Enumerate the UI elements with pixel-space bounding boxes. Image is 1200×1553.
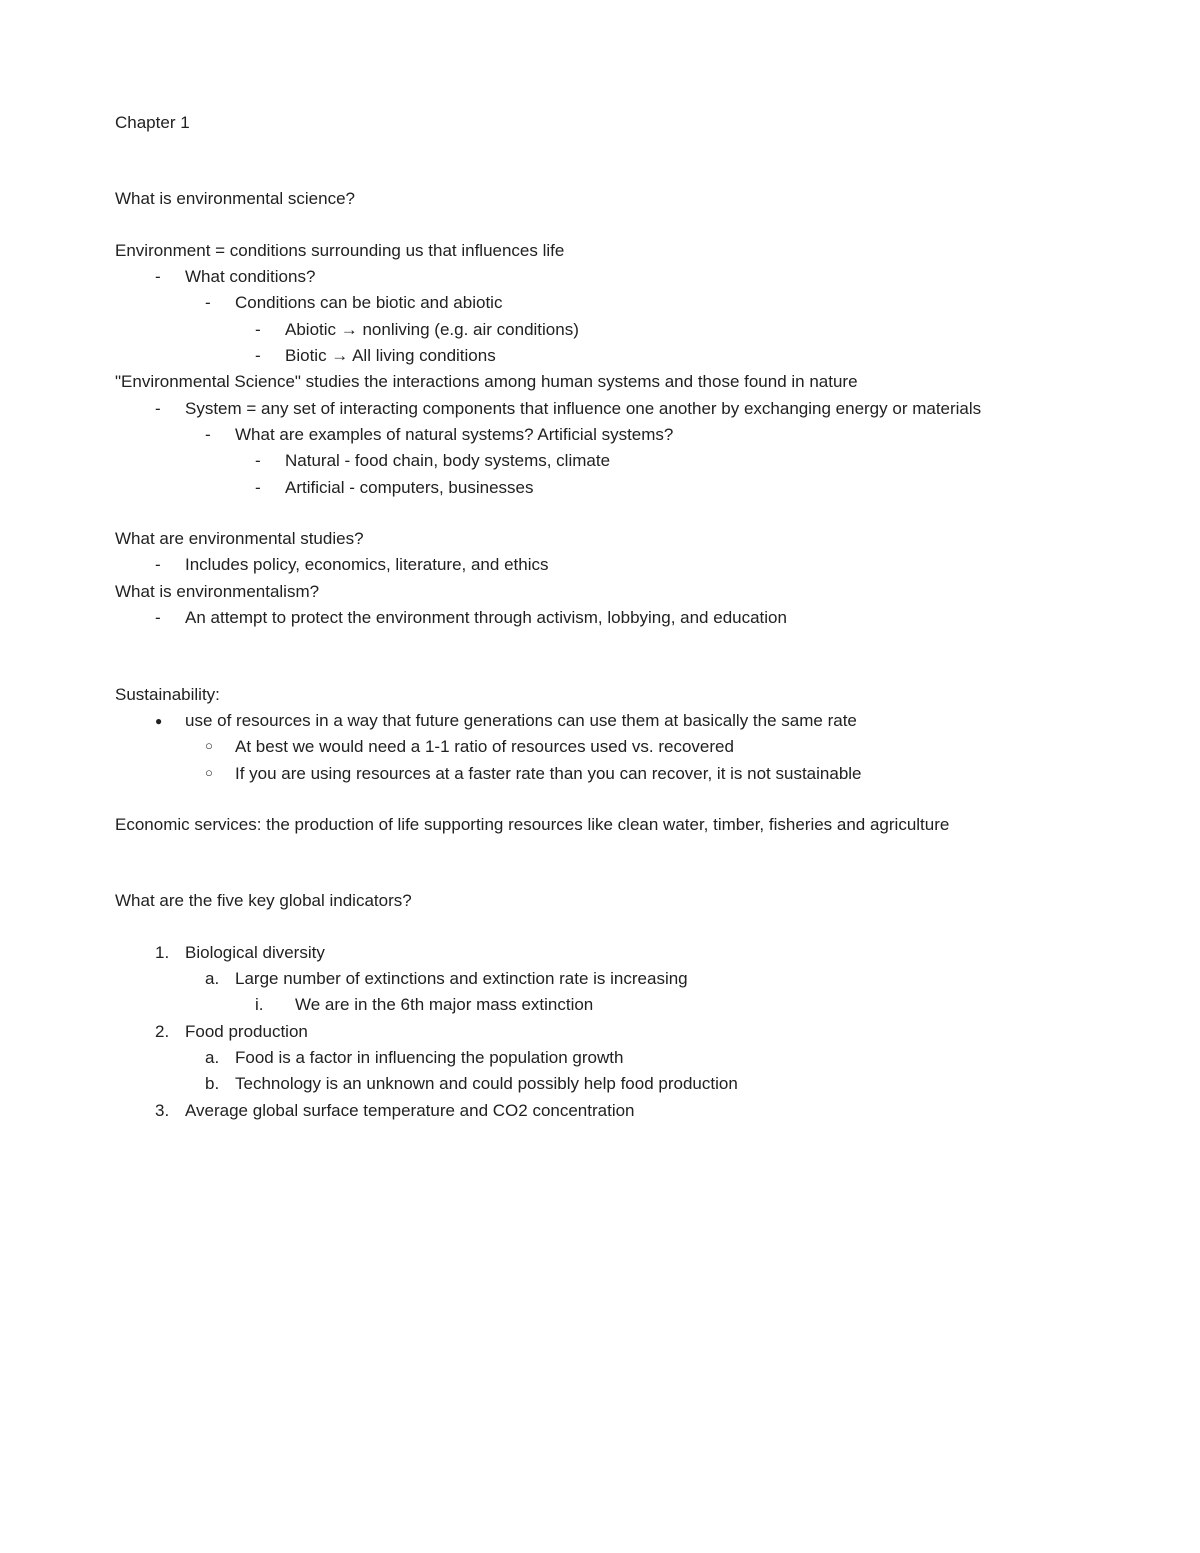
question-heading-4: What are the five key global indicators? bbox=[115, 888, 1085, 914]
question-heading-3: What is environmentalism? bbox=[115, 579, 1085, 605]
sub-list: Large number of extinctions and extincti… bbox=[185, 966, 1085, 1019]
bullet-item: Abiotic → nonliving (e.g. air conditions… bbox=[285, 317, 1085, 343]
sustainability-heading: Sustainability: bbox=[115, 682, 1085, 708]
env-studies-bullets: Includes policy, economics, literature, … bbox=[115, 552, 1085, 578]
bullet-text: System = any set of interacting componen… bbox=[185, 399, 981, 418]
question-heading-1: What is environmental science? bbox=[115, 186, 1085, 212]
list-item: Technology is an unknown and could possi… bbox=[235, 1071, 1085, 1097]
bullet-item: What conditions? Conditions can be bioti… bbox=[185, 264, 1085, 369]
item-text: Technology is an unknown and could possi… bbox=[235, 1074, 738, 1093]
bullet-text: Biotic → All living conditions bbox=[285, 346, 496, 365]
bullet-text: At best we would need a 1-1 ratio of res… bbox=[235, 737, 734, 756]
bullet-text: What conditions? bbox=[185, 267, 315, 286]
item-text: We are in the 6th major mass extinction bbox=[295, 995, 593, 1014]
sub-bullets: At best we would need a 1-1 ratio of res… bbox=[185, 734, 1085, 787]
bullet-item: If you are using resources at a faster r… bbox=[235, 761, 1085, 787]
env-science-definition: "Environmental Science" studies the inte… bbox=[115, 369, 1085, 395]
bullet-item: At best we would need a 1-1 ratio of res… bbox=[235, 734, 1085, 760]
sub-sub-bullets: Natural - food chain, body systems, clim… bbox=[235, 448, 1085, 501]
environment-definition: Environment = conditions surrounding us … bbox=[115, 238, 1085, 264]
indicators-list: Biological diversity Large number of ext… bbox=[115, 940, 1085, 1124]
sub-bullets: What are examples of natural systems? Ar… bbox=[185, 422, 1085, 501]
item-text: Food is a factor in influencing the popu… bbox=[235, 1048, 623, 1067]
bullet-item: An attempt to protect the environment th… bbox=[185, 605, 1085, 631]
bullet-text: Natural - food chain, body systems, clim… bbox=[285, 451, 610, 470]
sub-bullets: Conditions can be biotic and abiotic Abi… bbox=[185, 290, 1085, 369]
bullet-text: If you are using resources at a faster r… bbox=[235, 764, 862, 783]
bullet-item: Artificial - computers, businesses bbox=[285, 475, 1085, 501]
bullet-item: What are examples of natural systems? Ar… bbox=[235, 422, 1085, 501]
sustainability-bullets: use of resources in a way that future ge… bbox=[115, 708, 1085, 787]
list-item: Food is a factor in influencing the popu… bbox=[235, 1045, 1085, 1071]
bullet-item: System = any set of interacting componen… bbox=[185, 396, 1085, 501]
sub-sub-bullets: Abiotic → nonliving (e.g. air conditions… bbox=[235, 317, 1085, 370]
bullet-text: Includes policy, economics, literature, … bbox=[185, 555, 548, 574]
bullet-text: An attempt to protect the environment th… bbox=[185, 608, 787, 627]
system-bullets: System = any set of interacting componen… bbox=[115, 396, 1085, 501]
list-item: Average global surface temperature and C… bbox=[185, 1098, 1085, 1124]
list-item: Food production Food is a factor in infl… bbox=[185, 1019, 1085, 1098]
bullet-item: Includes policy, economics, literature, … bbox=[185, 552, 1085, 578]
list-item: We are in the 6th major mass extinction bbox=[295, 992, 1085, 1018]
sub-sub-list: We are in the 6th major mass extinction bbox=[235, 992, 1085, 1018]
economic-services-text: Economic services: the production of lif… bbox=[115, 812, 1085, 838]
sub-list: Food is a factor in influencing the popu… bbox=[185, 1045, 1085, 1098]
list-item: Large number of extinctions and extincti… bbox=[235, 966, 1085, 1019]
environment-bullets: What conditions? Conditions can be bioti… bbox=[115, 264, 1085, 369]
bullet-text: Artificial - computers, businesses bbox=[285, 478, 533, 497]
item-text: Food production bbox=[185, 1022, 308, 1041]
bullet-item: Conditions can be biotic and abiotic Abi… bbox=[235, 290, 1085, 369]
bullet-text: What are examples of natural systems? Ar… bbox=[235, 425, 673, 444]
environmentalism-bullets: An attempt to protect the environment th… bbox=[115, 605, 1085, 631]
bullet-item: use of resources in a way that future ge… bbox=[185, 708, 1085, 787]
bullet-item: Biotic → All living conditions bbox=[285, 343, 1085, 369]
question-heading-2: What are environmental studies? bbox=[115, 526, 1085, 552]
list-item: Biological diversity Large number of ext… bbox=[185, 940, 1085, 1019]
bullet-text: use of resources in a way that future ge… bbox=[185, 711, 857, 730]
item-text: Biological diversity bbox=[185, 943, 325, 962]
item-text: Large number of extinctions and extincti… bbox=[235, 969, 688, 988]
bullet-text: Conditions can be biotic and abiotic bbox=[235, 293, 502, 312]
chapter-title: Chapter 1 bbox=[115, 110, 1085, 136]
bullet-item: Natural - food chain, body systems, clim… bbox=[285, 448, 1085, 474]
item-text: Average global surface temperature and C… bbox=[185, 1101, 635, 1120]
bullet-text: Abiotic → nonliving (e.g. air conditions… bbox=[285, 320, 579, 339]
